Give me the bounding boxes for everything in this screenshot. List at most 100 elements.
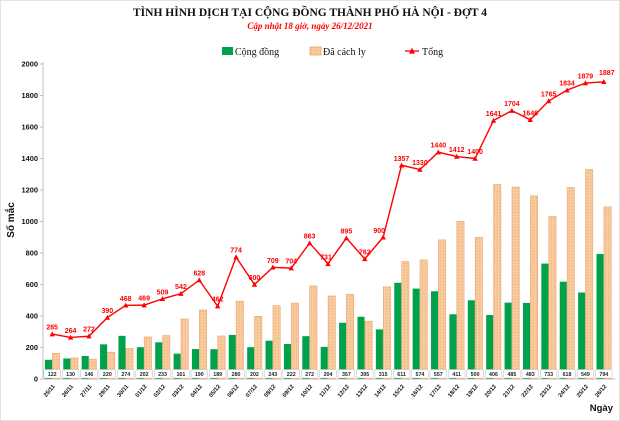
total-marker (417, 166, 423, 172)
total-value-label: 762 (359, 249, 371, 256)
bar-value-box (209, 369, 227, 379)
bar-quarantine (143, 336, 152, 380)
bar-value-box (337, 369, 355, 379)
bar-value-box (392, 369, 411, 379)
bar-value-label: 733 (544, 372, 553, 378)
bar-value-label: 557 (434, 372, 443, 378)
svg-text:1400: 1400 (22, 154, 38, 163)
bar-community (339, 322, 347, 379)
total-value-label: 1400 (467, 149, 483, 156)
total-value-label: 1834 (559, 81, 575, 88)
bars-group (44, 169, 612, 380)
total-value-label: 1357 (394, 156, 410, 163)
total-marker (306, 240, 313, 246)
bar-value-box (319, 369, 337, 379)
total-value-label: 264 (65, 328, 77, 335)
total-marker (49, 331, 55, 337)
bar-value-box (172, 369, 190, 379)
bar-community (412, 288, 420, 379)
svg-text:200: 200 (26, 343, 38, 352)
bar-value-box (503, 369, 521, 379)
bar-value-box (98, 369, 116, 379)
total-marker (251, 281, 258, 287)
bar-quarantine (530, 195, 538, 380)
bar-quarantine (493, 184, 502, 380)
total-marker (362, 256, 368, 262)
total-value-label: 542 (175, 284, 187, 291)
x-axis-date: 06/12 (227, 384, 241, 399)
x-axis-date: 24/12 (558, 384, 572, 399)
bar-quarantine (199, 309, 207, 380)
bar-value-label: 574 (416, 372, 425, 378)
total-marker (454, 153, 460, 159)
total-marker (67, 334, 74, 340)
bar-value-box (429, 369, 447, 379)
bar-community (467, 300, 475, 379)
x-axis-date: 26/12 (594, 384, 608, 399)
x-axis-date: 20/12 (484, 384, 498, 399)
bar-quarantine (585, 169, 594, 380)
x-axis-date: 26/11 (61, 383, 75, 398)
bar-value-box (411, 369, 429, 379)
bar-value-box (448, 369, 466, 379)
bar-value-box (282, 369, 300, 379)
bar-quarantine (474, 236, 483, 380)
bar-quarantine (235, 300, 244, 380)
total-marker (123, 302, 129, 308)
bar-quarantine (180, 318, 189, 380)
total-marker (233, 254, 239, 260)
total-value-label: 272 (83, 327, 95, 334)
total-value-label: 1765 (541, 92, 557, 99)
x-axis-date: 15/12 (392, 384, 406, 399)
total-marker (288, 265, 294, 271)
bar-community (136, 347, 144, 379)
bar-value-box (62, 369, 80, 379)
total-marker (159, 296, 166, 302)
bar-value-label: 274 (121, 372, 130, 378)
legend-swatch-quarantine (309, 46, 322, 56)
x-axis-date: 13/12 (355, 384, 369, 399)
total-value-label: 1440 (431, 143, 447, 150)
total-marker (178, 290, 184, 296)
bar-value-box (301, 369, 319, 379)
legend-swatch-total-line-marker (405, 47, 419, 54)
bar-community (596, 253, 604, 379)
bar-community (191, 349, 200, 379)
chart-title: TÌNH HÌNH DỊCH TẠI CỘNG ĐỒNG THÀNH PHỐ H… (133, 4, 487, 19)
x-axis-date: 09/12 (282, 384, 296, 399)
legend-swatch-community (222, 47, 233, 55)
total-marker (490, 117, 497, 123)
bar-value-label: 122 (48, 372, 57, 378)
chart-subtitle: Cập nhật 18 giờ, ngày 26/12/2021 (247, 21, 372, 31)
x-axis-date-labels: 25/11 26/11 27/11 29/11 30/11 01/12 02/12 03/12… (43, 383, 608, 399)
x-axis-date: 11/12 (319, 384, 333, 399)
bar-value-box (521, 369, 539, 379)
legend: Cộng đồng Đã cách ly Tổng (222, 46, 443, 58)
bar-community (486, 315, 494, 379)
bar-quarantine (309, 285, 318, 380)
svg-text:1000: 1000 (22, 217, 38, 226)
total-value-label: 1412 (449, 147, 465, 154)
bar-value-label: 161 (176, 372, 185, 378)
bar-value-label: 202 (140, 372, 149, 378)
total-marker (343, 235, 350, 241)
svg-text:1800: 1800 (22, 91, 38, 100)
x-axis-date: 07/12 (245, 384, 259, 399)
total-value-label: 628 (193, 271, 205, 278)
total-marker (398, 162, 405, 168)
bar-quarantine (603, 206, 612, 380)
total-value-label: 1646 (522, 110, 538, 117)
bar-value-box (374, 369, 392, 379)
bar-community (320, 346, 328, 379)
svg-text:2000: 2000 (22, 60, 38, 69)
bar-quarantine (272, 305, 281, 380)
bar-value-box (43, 369, 61, 379)
bar-value-label: 406 (489, 372, 498, 378)
bar-value-box (356, 369, 374, 379)
bar-value-box (245, 369, 264, 379)
bar-community (81, 356, 89, 379)
bar-quarantine (401, 261, 410, 380)
total-marker (196, 277, 202, 283)
total-marker (325, 261, 331, 267)
